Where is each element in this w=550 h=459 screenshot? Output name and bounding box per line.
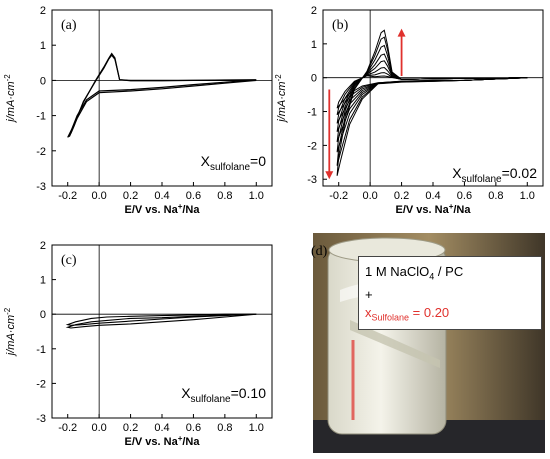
y-axis-label-c: j/mA·cm-2 xyxy=(3,307,17,357)
x-axis-label-a: E/V vs. Na+/Na xyxy=(125,202,201,216)
x-tick-label-a: 0.0 xyxy=(91,190,106,202)
photo-caption-box: 1 M NaClO4 / PC + xSulfolane = 0.20 xyxy=(358,256,542,330)
y-tick-label-b: -1 xyxy=(307,107,317,119)
x-tick-label-b: 1.0 xyxy=(520,190,535,202)
x-tick-label-b: 0.4 xyxy=(425,190,440,202)
cv-cycle-7 xyxy=(336,36,528,166)
x-tick-label-b: 0.2 xyxy=(394,190,409,202)
liquid-meniscus xyxy=(350,320,440,368)
x-tick-label-a: 0.6 xyxy=(186,190,201,202)
y-tick-label-b: 0 xyxy=(311,73,317,85)
y-axis-label-b: j/mA·cm-2 xyxy=(274,74,288,124)
x-tick-label-a: -0.2 xyxy=(58,190,77,202)
composition-annotation-b: Xsulfolane=0.02 xyxy=(452,165,537,185)
cv-cycle-5 xyxy=(336,53,528,143)
cv-cycle-1 xyxy=(65,313,257,329)
caption-line-3: xSulfolane = 0.20 xyxy=(365,302,541,329)
panel-a-cv-plot: 2 1 0 -1 -2 -3 -0.2 0.0 0.2 0.4 0.6 0.8 1.0 E/V vs. N… xyxy=(3,5,273,216)
x-tick-label-b: 0.8 xyxy=(488,190,503,202)
x-tick-label-a: 0.4 xyxy=(154,190,169,202)
y-tick-label-a: -2 xyxy=(36,146,46,158)
x-tick-label-c: 0.8 xyxy=(217,422,232,434)
y-tick-label-c: -2 xyxy=(36,378,46,390)
cv-cycle-2 xyxy=(65,313,257,326)
x-tick-label-c: 0.2 xyxy=(123,422,138,434)
cv-cycle-1 xyxy=(68,54,257,137)
x-tick-label-a: 1.0 xyxy=(249,190,264,202)
y-tick-label-b: -3 xyxy=(307,174,317,186)
x-tick-label-c: -0.2 xyxy=(58,422,77,434)
arrow-reduction-head xyxy=(325,171,334,180)
x-axis-label-b: E/V vs. Na+/Na xyxy=(396,202,472,216)
y-tick-label-c: 0 xyxy=(40,309,46,321)
panel-b-cv-plot: 2 1 0 -1 -2 -3 -0.2 0.0 0.2 0.4 0.6 0.8 1.0 E/V vs. N… xyxy=(274,5,544,216)
x-tick-label-c: 0.6 xyxy=(186,422,201,434)
y-tick-label-a: 0 xyxy=(40,75,46,87)
caption-salt-sub: 4 xyxy=(429,271,435,282)
composition-annotation-c: Xsulfolane=0.10 xyxy=(181,385,266,405)
caption-fraction-value: = 0.20 xyxy=(409,304,450,320)
y-tick-label-c: -3 xyxy=(36,413,46,425)
arrow-oxidation-head xyxy=(397,28,406,37)
caption-line-1: 1 M NaClO4 / PC xyxy=(365,261,541,288)
x-tick-label-b: 0.6 xyxy=(457,190,472,202)
caption-fraction-x: x xyxy=(365,304,372,320)
y-tick-label-b: 1 xyxy=(311,39,317,51)
y-tick-label-b: -2 xyxy=(307,140,317,152)
x-tick-label-b: 0.0 xyxy=(362,190,377,202)
x-tick-label-c: 0.0 xyxy=(91,422,106,434)
caption-fraction-sub: Sulfolane xyxy=(371,312,410,323)
x-tick-label-b: -0.2 xyxy=(329,190,348,202)
composition-annotation-a: Xsulfolane=0 xyxy=(201,153,267,173)
x-tick-label-a: 0.8 xyxy=(217,190,232,202)
y-tick-label-a: -3 xyxy=(36,181,46,193)
caption-solvent: / PC xyxy=(434,264,464,279)
panel-label-a: (a) xyxy=(61,18,77,33)
cv-cycle-8 xyxy=(336,29,528,176)
caption-salt: 1 M NaClO xyxy=(365,264,430,279)
y-tick-label-b: 2 xyxy=(311,5,317,17)
panel-label-c: (c) xyxy=(61,253,77,268)
y-tick-label-a: 1 xyxy=(40,40,46,52)
y-tick-label-a: -1 xyxy=(36,111,46,123)
x-tick-label-c: 1.0 xyxy=(249,422,264,434)
cv-cycle-2 xyxy=(67,52,257,138)
y-tick-label-a: 2 xyxy=(40,5,46,17)
y-tick-label-c: 1 xyxy=(40,275,46,287)
y-tick-label-c: 2 xyxy=(40,240,46,252)
caption-line-2: + xyxy=(365,286,373,302)
cv-cycle-6 xyxy=(336,44,528,153)
panel-label-d: (d) xyxy=(311,244,328,259)
x-tick-label-a: 0.2 xyxy=(123,190,138,202)
y-axis-label-a: j/mA·cm-2 xyxy=(3,74,17,124)
x-axis-label-c: E/V vs. Na+/Na xyxy=(125,434,201,448)
x-tick-label-c: 0.4 xyxy=(154,422,169,434)
y-tick-label-c: -1 xyxy=(36,344,46,356)
panel-c-cv-plot: 2 1 0 -1 -2 -3 -0.2 0.0 0.2 0.4 0.6 0.8 1.0 E/V vs. N… xyxy=(3,240,273,448)
panel-label-b: (b) xyxy=(332,18,349,33)
